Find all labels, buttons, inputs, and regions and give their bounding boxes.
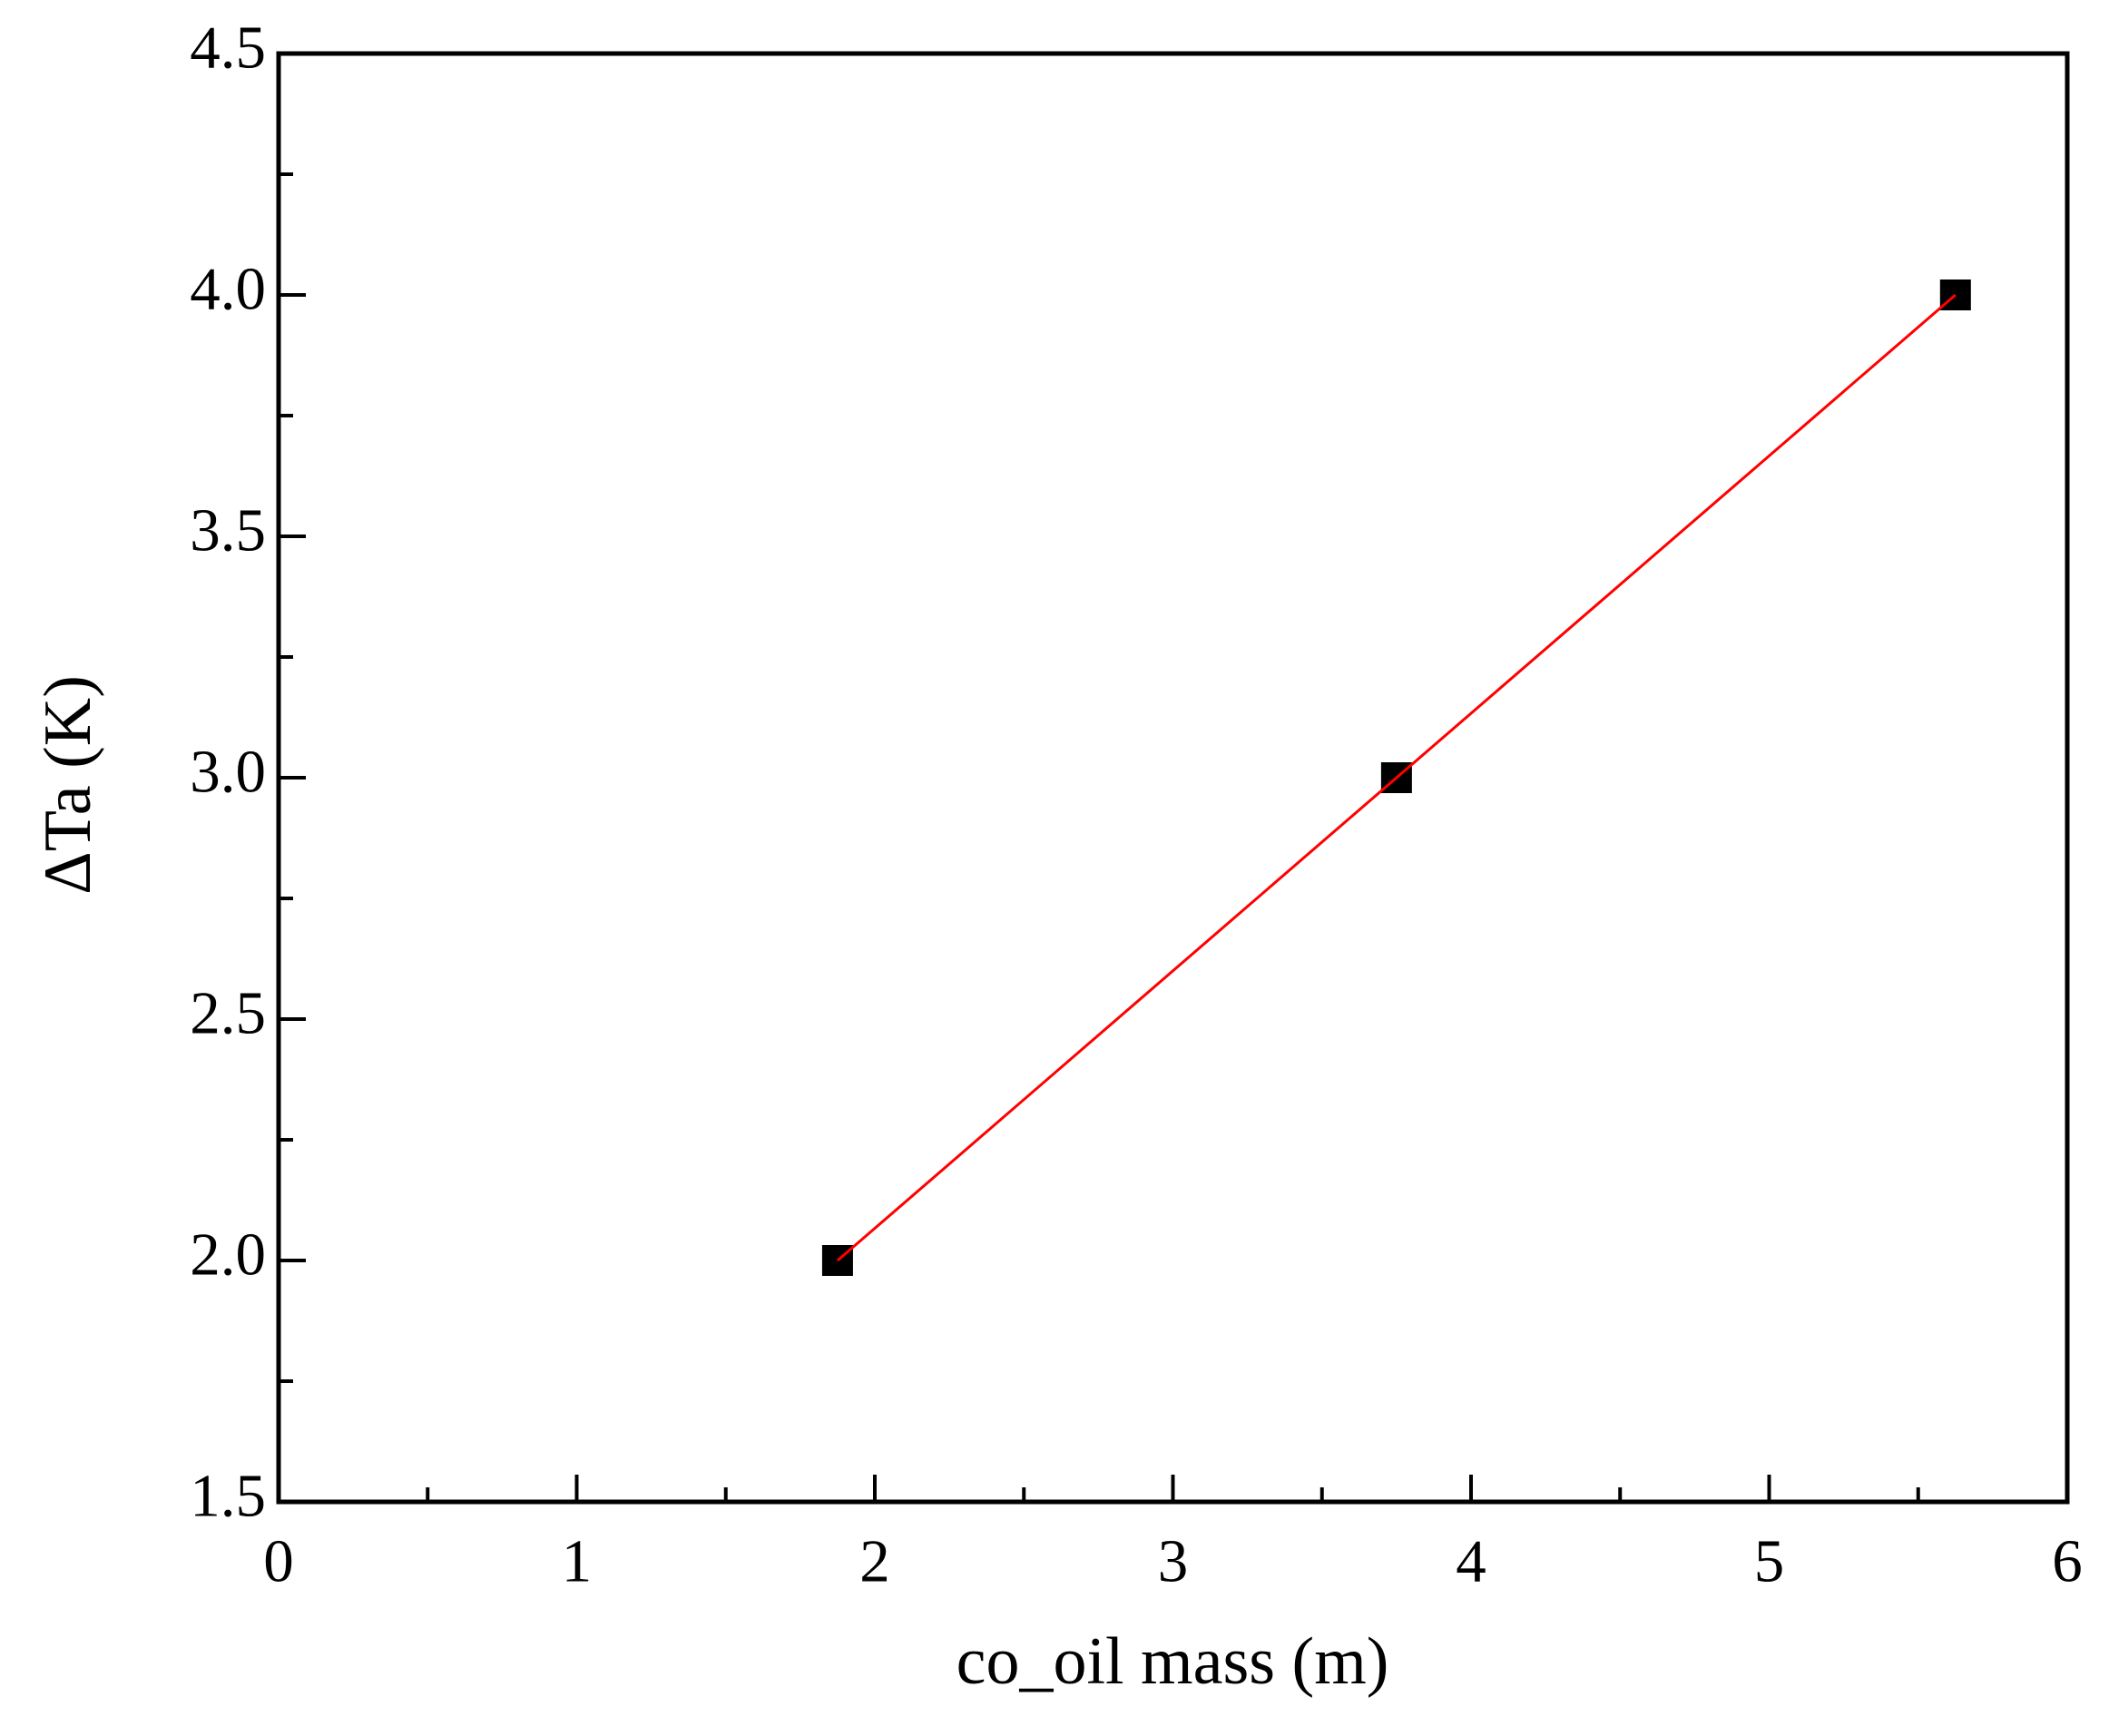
- x-tick-label: 1: [562, 1527, 593, 1594]
- y-tick-label: 2.0: [190, 1221, 266, 1288]
- fit-line: [836, 293, 1957, 1262]
- y-axis-label: ΔTa (K): [31, 675, 105, 895]
- x-tick-label: 3: [1158, 1527, 1189, 1594]
- y-tick-label: 3.5: [190, 496, 266, 564]
- x-axis-label: co_oil mass (m): [956, 1624, 1389, 1699]
- x-tick-label: 5: [1754, 1527, 1785, 1594]
- x-tick-label: 2: [859, 1527, 890, 1594]
- y-tick-label: 2.5: [190, 979, 266, 1046]
- y-tick-label: 3.0: [190, 738, 266, 805]
- plot-frame: [276, 51, 2070, 1505]
- y-tick-label: 1.5: [190, 1462, 266, 1529]
- y-tick-label: 4.5: [190, 14, 266, 81]
- x-tick-label: 6: [2052, 1527, 2083, 1594]
- x-tick-label: 4: [1456, 1527, 1486, 1594]
- y-tick-label: 4.0: [190, 255, 266, 322]
- x-tick-label: 0: [263, 1527, 294, 1594]
